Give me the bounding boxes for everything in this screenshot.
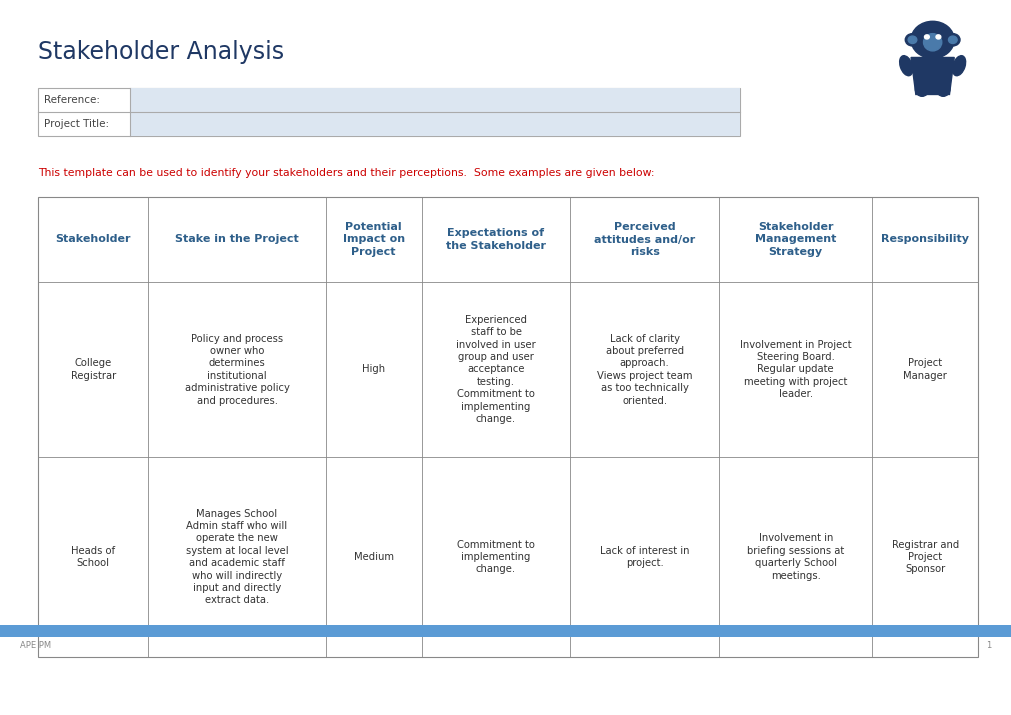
Text: Registrar and
Project
Sponsor: Registrar and Project Sponsor (892, 540, 958, 574)
Text: Heads of
School: Heads of School (71, 546, 115, 568)
Ellipse shape (915, 82, 929, 97)
Bar (130, 112, 740, 136)
Text: Project
Manager: Project Manager (903, 358, 947, 380)
Bar (38, 88, 740, 136)
Text: Lack of interest in
project.: Lack of interest in project. (600, 546, 690, 568)
Text: Stake in the Project: Stake in the Project (175, 235, 299, 245)
Text: College
Registrar: College Registrar (71, 358, 116, 380)
Text: APE PM: APE PM (20, 641, 52, 649)
Text: Manages School
Admin staff who will
operate the new
system at local level
and ac: Manages School Admin staff who will oper… (186, 508, 288, 606)
Text: Responsibility: Responsibility (882, 235, 970, 245)
Text: High: High (362, 365, 385, 375)
Circle shape (936, 35, 941, 39)
Text: Stakeholder
Management
Strategy: Stakeholder Management Strategy (755, 222, 836, 257)
Ellipse shape (936, 82, 950, 97)
Text: Involvement in
briefing sessions at
quarterly School
meetings.: Involvement in briefing sessions at quar… (747, 533, 844, 581)
Polygon shape (911, 57, 954, 94)
Text: Project Title:: Project Title: (44, 119, 109, 129)
Text: 1: 1 (986, 641, 991, 649)
Ellipse shape (900, 56, 913, 76)
Text: Commitment to
implementing
change.: Commitment to implementing change. (457, 540, 535, 574)
Text: Potential
Impact on
Project: Potential Impact on Project (343, 222, 404, 257)
Text: This template can be used to identify your stakeholders and their perceptions.  : This template can be used to identify yo… (38, 168, 654, 178)
Text: Stakeholder Analysis: Stakeholder Analysis (38, 40, 284, 64)
Text: Medium: Medium (354, 552, 393, 562)
Bar (130, 88, 740, 112)
Text: Reference:: Reference: (44, 95, 100, 105)
Text: Policy and process
owner who
determines
institutional
administrative policy
and : Policy and process owner who determines … (185, 333, 289, 405)
Text: Involvement in Project
Steering Board.
Regular update
meeting with project
leade: Involvement in Project Steering Board. R… (740, 340, 851, 399)
Text: Perceived
attitudes and/or
risks: Perceived attitudes and/or risks (594, 222, 696, 257)
Bar (38, 197, 978, 657)
Circle shape (924, 35, 929, 39)
Text: Stakeholder: Stakeholder (56, 235, 130, 245)
Bar (0, 625, 1011, 637)
Text: Expectations of
the Stakeholder: Expectations of the Stakeholder (446, 228, 546, 251)
Ellipse shape (952, 56, 966, 76)
Text: Experienced
staff to be
involved in user
group and user
acceptance
testing.
Comm: Experienced staff to be involved in user… (456, 315, 536, 424)
Ellipse shape (923, 34, 942, 51)
Circle shape (908, 36, 917, 44)
Circle shape (911, 21, 954, 59)
Circle shape (945, 34, 960, 46)
Ellipse shape (925, 52, 940, 63)
Circle shape (948, 36, 957, 44)
Circle shape (905, 34, 920, 46)
Text: Lack of clarity
about preferred
approach.
Views project team
as too technically
: Lack of clarity about preferred approach… (596, 333, 693, 405)
